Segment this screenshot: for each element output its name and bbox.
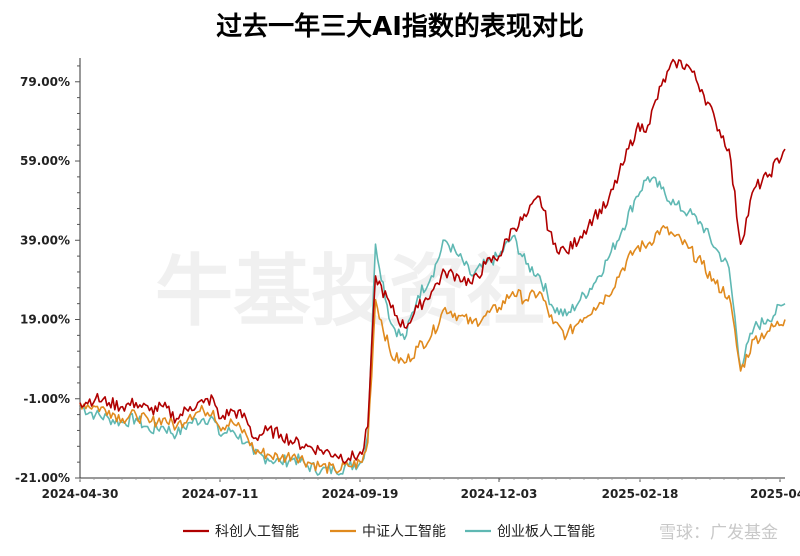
y-tick-label: -1.00% xyxy=(23,392,70,406)
y-tick-label: -21.00% xyxy=(15,471,70,485)
x-tick-label: 2025-02-18 xyxy=(602,487,679,501)
y-tick-label: 79.00% xyxy=(20,75,70,89)
series-line-1 xyxy=(79,225,786,474)
x-tick-label: 2024-12-03 xyxy=(461,487,538,501)
series-line-0 xyxy=(79,58,786,464)
legend-label-0: 科创人工智能 xyxy=(215,524,299,540)
y-tick-label: 39.00% xyxy=(20,233,70,247)
credit-text: 雪球：广发基金 xyxy=(659,523,778,543)
series-line-2 xyxy=(79,176,786,476)
chart-title: 过去一年三大AI指数的表现对比 xyxy=(216,12,584,42)
legend: 科创人工智能 中证人工智能 创业板人工智能 xyxy=(183,524,595,540)
x-tick-label: 2024-09-19 xyxy=(322,487,399,501)
y-tick-label: 59.00% xyxy=(20,154,70,168)
x-tick-label: 2024-07-11 xyxy=(182,487,259,501)
legend-label-1: 中证人工智能 xyxy=(362,524,446,540)
series-layer xyxy=(79,58,786,476)
x-tick-label: 2025-04- xyxy=(750,487,800,501)
x-tick-label: 2024-04-30 xyxy=(42,487,119,501)
axes-layer: 79.00% 59.00% 39.00% 19.00% -1.00% -21.00% 202… xyxy=(15,58,800,501)
y-tick-label: 19.00% xyxy=(20,313,70,327)
legend-label-2: 创业板人工智能 xyxy=(497,524,595,540)
